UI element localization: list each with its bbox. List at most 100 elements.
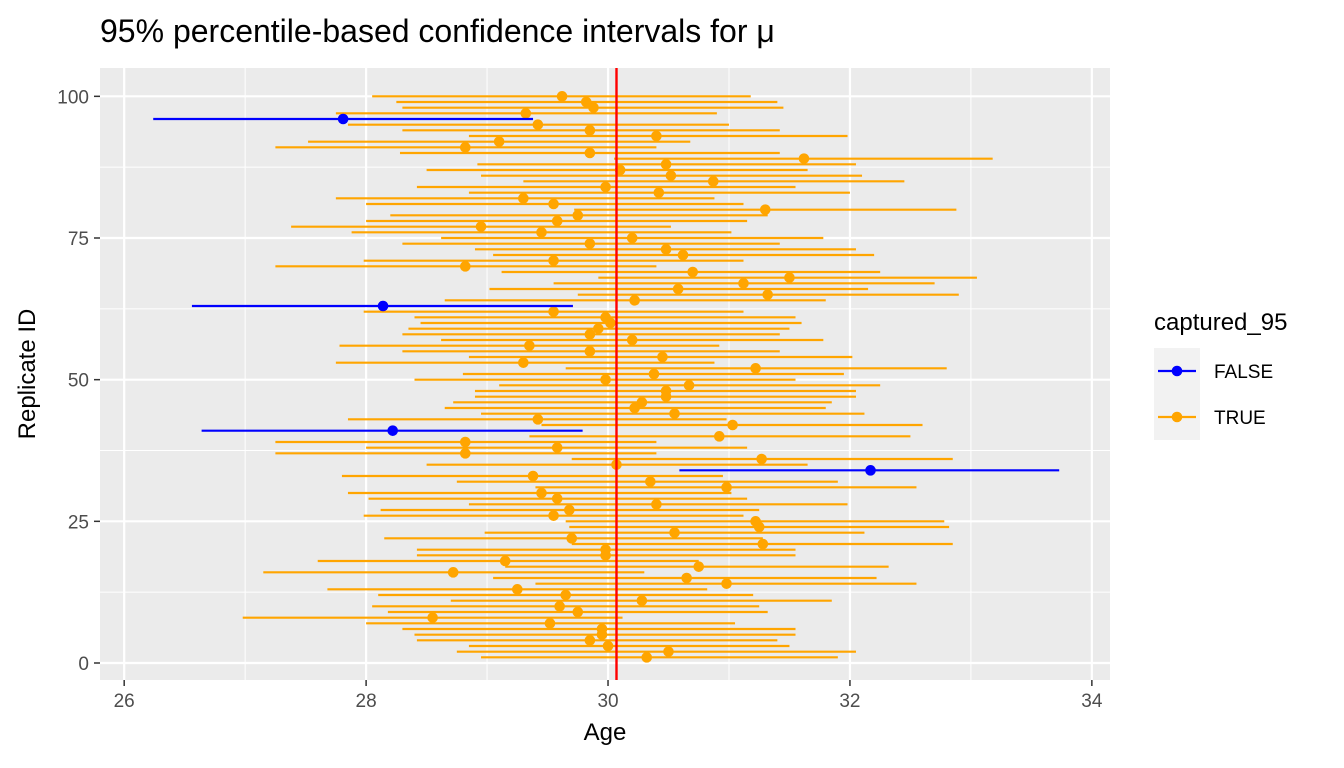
estimate-point <box>532 414 544 425</box>
estimate-point <box>459 142 471 153</box>
estimate-point <box>520 108 532 119</box>
estimate-point <box>653 187 665 198</box>
estimate-point <box>584 346 596 357</box>
y-axis: 0 25 50 75 100 <box>57 87 100 675</box>
estimate-point <box>672 283 684 295</box>
estimate-point <box>757 538 769 550</box>
estimate-point <box>693 561 705 572</box>
estimate-point <box>548 198 559 210</box>
estimate-point <box>593 323 604 334</box>
estimate-point <box>714 431 725 442</box>
estimate-point <box>584 635 596 646</box>
estimate-point <box>584 125 596 136</box>
estimate-point <box>645 476 656 487</box>
estimate-point <box>669 408 680 419</box>
estimate-point <box>626 334 638 346</box>
estimate-point <box>588 102 599 113</box>
y-tick-label: 25 <box>68 512 89 533</box>
estimate-point <box>564 504 575 516</box>
estimate-point <box>687 266 698 278</box>
estimate-point <box>681 572 692 584</box>
estimate-point <box>750 363 761 374</box>
estimate-point <box>584 147 596 159</box>
y-tick-label: 75 <box>68 229 89 250</box>
estimate-point <box>536 487 547 499</box>
estimate-point <box>669 527 680 538</box>
x-tick-label: 28 <box>356 691 377 712</box>
estimate-point <box>551 442 563 453</box>
estimate-point <box>337 113 349 125</box>
estimate-point <box>554 601 565 612</box>
estimate-point <box>798 153 810 164</box>
estimate-point <box>600 374 611 385</box>
estimate-point <box>651 130 662 142</box>
estimate-point <box>560 589 571 601</box>
estimate-point <box>651 499 662 510</box>
x-tick-label: 26 <box>114 691 135 712</box>
estimate-point <box>536 227 547 238</box>
estimate-point <box>660 159 672 170</box>
estimate-point <box>544 618 556 629</box>
chart-title: 95% percentile-based confidence interval… <box>100 13 775 49</box>
estimate-point <box>648 368 660 380</box>
estimate-point <box>387 425 399 436</box>
legend-label: FALSE <box>1214 362 1273 383</box>
estimate-point <box>660 385 672 397</box>
estimate-point <box>721 482 732 493</box>
estimate-point <box>584 238 596 249</box>
estimate-point <box>641 652 653 663</box>
estimate-point <box>762 289 773 300</box>
estimate-point <box>865 465 876 476</box>
estimate-point <box>572 210 584 221</box>
estimate-point <box>475 221 487 232</box>
estimate-point <box>532 119 544 130</box>
estimate-point <box>548 510 559 521</box>
estimate-point <box>629 402 640 414</box>
legend-key-point <box>1171 411 1183 423</box>
estimate-point <box>721 578 732 589</box>
estimate-point <box>738 278 749 289</box>
estimate-point <box>493 136 505 147</box>
estimate-point <box>551 215 563 227</box>
estimate-point <box>626 232 638 244</box>
estimate-point <box>518 193 529 204</box>
estimate-point <box>636 595 648 606</box>
estimate-point <box>377 300 389 312</box>
estimate-point <box>756 453 767 465</box>
estimate-point <box>572 606 584 618</box>
estimate-point <box>750 516 761 527</box>
estimate-point <box>600 544 611 555</box>
y-tick-label: 50 <box>68 371 89 392</box>
estimate-point <box>602 640 614 652</box>
estimate-point <box>759 204 771 215</box>
estimate-point <box>548 306 559 317</box>
x-axis-title: Age <box>584 719 627 746</box>
estimate-point <box>459 448 471 459</box>
x-tick-label: 32 <box>839 691 860 712</box>
y-tick-label: 100 <box>57 87 89 108</box>
estimate-point <box>499 555 511 567</box>
estimate-point <box>524 340 535 351</box>
estimate-point <box>600 312 611 323</box>
estimate-point <box>629 295 640 306</box>
x-tick-label: 34 <box>1081 691 1103 712</box>
estimate-point <box>518 357 529 368</box>
estimate-point <box>657 351 668 363</box>
estimate-point <box>663 646 674 657</box>
estimate-point <box>677 249 689 261</box>
y-axis-title: Replicate ID <box>14 309 41 440</box>
estimate-point <box>551 493 563 504</box>
estimate-point <box>556 91 568 102</box>
y-tick-label: 0 <box>78 654 89 675</box>
estimate-point <box>600 181 611 193</box>
legend-key-point <box>1171 365 1183 377</box>
estimate-point <box>784 272 795 283</box>
estimate-point <box>596 623 608 635</box>
estimate-point <box>584 329 596 340</box>
estimate-point <box>459 261 471 272</box>
interval-layer <box>153 91 1060 663</box>
estimate-point <box>447 567 459 578</box>
estimate-point <box>580 96 592 108</box>
estimate-point <box>665 170 677 181</box>
